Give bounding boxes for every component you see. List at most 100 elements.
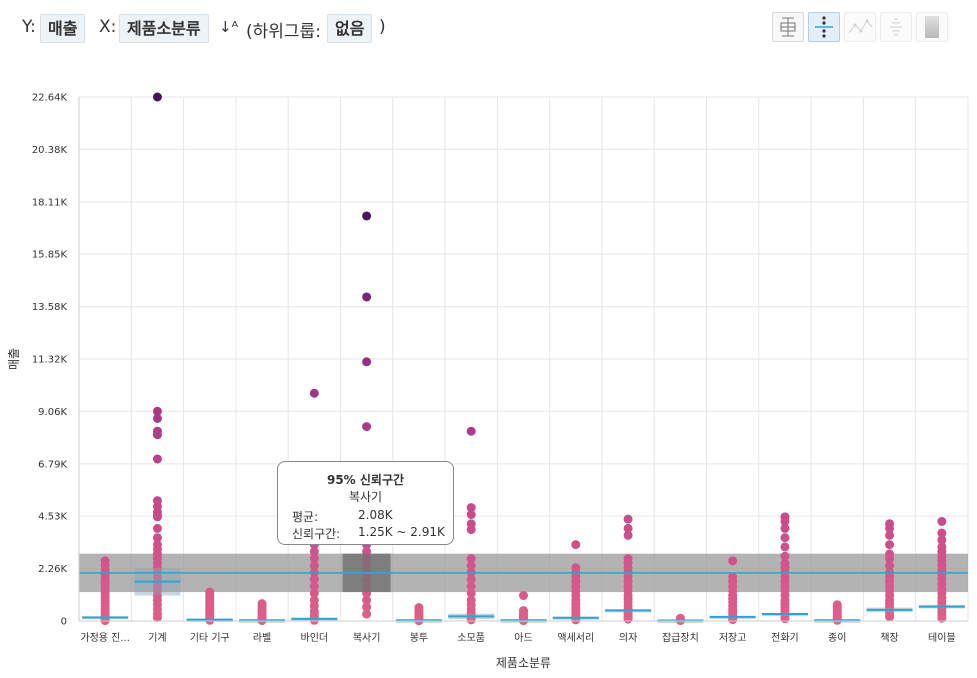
- x-tick-label: 의자: [619, 632, 637, 644]
- tooltip-ci-label: 신뢰구간:: [292, 527, 341, 541]
- data-point[interactable]: [937, 516, 947, 526]
- data-point[interactable]: [466, 503, 476, 513]
- y-tick-label: 13.58K: [32, 302, 68, 313]
- y-field-chip[interactable]: 매출: [40, 14, 86, 43]
- data-point[interactable]: [466, 581, 476, 591]
- x-tick-label: 종이: [828, 632, 846, 644]
- data-point[interactable]: [885, 530, 895, 540]
- data-point[interactable]: [309, 581, 319, 591]
- data-point[interactable]: [152, 523, 162, 533]
- group-ci-box[interactable]: [657, 620, 704, 624]
- data-point[interactable]: [780, 542, 790, 552]
- data-point[interactable]: [309, 554, 319, 564]
- subgroup-prefix: (하위그룹:: [246, 22, 321, 42]
- x-tick-label: 액세서리: [557, 632, 594, 644]
- data-point[interactable]: [937, 613, 947, 623]
- data-point[interactable]: [362, 595, 372, 605]
- x-tick-label: 기타 기구: [190, 632, 230, 644]
- data-point[interactable]: [519, 591, 528, 601]
- data-point[interactable]: [152, 533, 162, 543]
- y-tick-label: 22.64K: [32, 93, 68, 104]
- x-tick-label: 아드: [514, 632, 532, 644]
- y-tick-label: 11.32K: [32, 355, 68, 366]
- chart-header: Y: 매출 X: 제품소분류 ↓ᴬ (하위그룹: 없음 ): [0, 0, 977, 60]
- tooltip-category: 복사기: [348, 490, 383, 504]
- data-point[interactable]: [309, 560, 319, 570]
- data-point[interactable]: [152, 454, 162, 464]
- data-point[interactable]: [466, 574, 476, 584]
- gradient-button[interactable]: [916, 12, 948, 42]
- data-point[interactable]: [623, 530, 633, 540]
- data-point[interactable]: [152, 613, 162, 623]
- data-point[interactable]: [885, 540, 895, 550]
- data-point[interactable]: [466, 554, 476, 564]
- data-point[interactable]: [466, 615, 476, 625]
- data-point[interactable]: [362, 211, 372, 221]
- data-point[interactable]: [571, 615, 581, 625]
- data-point[interactable]: [728, 556, 738, 566]
- subgroup-chip[interactable]: 없음: [327, 14, 373, 43]
- data-point[interactable]: [152, 92, 162, 102]
- strip-plot-icon: [815, 16, 833, 38]
- sort-az-icon[interactable]: ↓ᴬ: [219, 18, 239, 36]
- data-point[interactable]: [466, 588, 476, 598]
- data-point[interactable]: [466, 560, 476, 570]
- data-point[interactable]: [937, 535, 947, 545]
- y-tick-label: 0: [61, 617, 67, 628]
- data-point[interactable]: [152, 430, 162, 440]
- data-point[interactable]: [623, 514, 633, 524]
- distribution-button[interactable]: [880, 12, 912, 42]
- x-tick-label: 기계: [148, 632, 166, 644]
- data-point[interactable]: [362, 357, 372, 367]
- y-tick-label: 18.11K: [32, 197, 68, 208]
- data-point[interactable]: [362, 602, 372, 612]
- y-tick-label: 15.85K: [32, 250, 68, 261]
- data-point[interactable]: [571, 540, 581, 550]
- strip-chart: 0 2.26K 4.53K 6.79K 9.06K 11.32K 13.58K 15.85K 1…: [7, 92, 969, 670]
- x-tick-label: 전화기: [771, 632, 799, 644]
- data-point[interactable]: [309, 388, 319, 398]
- x-tick-label: 저장고: [719, 632, 747, 644]
- data-point[interactable]: [466, 525, 476, 535]
- data-point[interactable]: [466, 510, 476, 520]
- data-point[interactable]: [780, 516, 790, 526]
- data-point[interactable]: [152, 413, 162, 423]
- data-point[interactable]: [885, 523, 895, 533]
- subgroup-suffix: ): [379, 17, 386, 37]
- data-point[interactable]: [309, 574, 319, 584]
- data-point[interactable]: [780, 523, 790, 533]
- x-tick-label: 봉투: [410, 632, 428, 644]
- tooltip-mean-value: 2.08K: [358, 508, 393, 522]
- data-point[interactable]: [362, 292, 372, 302]
- boxplot-button[interactable]: [772, 12, 804, 42]
- grid: [78, 96, 969, 622]
- ci-tooltip: 95% 신뢰구간 복사기 평균: 2.08K 신뢰구간: 1.25K ~ 2.9…: [277, 461, 454, 545]
- data-point[interactable]: [780, 533, 790, 543]
- data-point[interactable]: [362, 422, 372, 432]
- data-point[interactable]: [309, 547, 319, 557]
- data-point[interactable]: [937, 528, 947, 538]
- data-point[interactable]: [780, 551, 790, 561]
- x-tick-label: 소모품: [457, 632, 485, 644]
- data-point[interactable]: [362, 609, 372, 619]
- tooltip-ci-value: 1.25K ~ 2.91K: [358, 525, 445, 539]
- x-tick-label: 라벨: [253, 632, 271, 644]
- x-tick-label: 테이블: [928, 632, 956, 644]
- line-plot-button[interactable]: [844, 12, 876, 42]
- data-point[interactable]: [885, 554, 895, 564]
- data-point[interactable]: [152, 406, 162, 416]
- data-point[interactable]: [623, 523, 633, 533]
- data-point[interactable]: [309, 588, 319, 598]
- strip-plot-button[interactable]: [808, 12, 840, 42]
- x-tick-label: 가정용 진...: [80, 632, 130, 644]
- y-axis-title: 매출: [7, 348, 21, 370]
- data-point[interactable]: [885, 612, 895, 622]
- data-point[interactable]: [885, 560, 895, 570]
- x-axis-prefix: X:: [99, 17, 117, 37]
- data-point[interactable]: [623, 614, 633, 624]
- data-point[interactable]: [152, 512, 162, 522]
- x-field-chip[interactable]: 제품소분류: [119, 14, 209, 43]
- data-point[interactable]: [466, 426, 476, 436]
- distribution-icon: [890, 18, 902, 36]
- line-plot-icon: [848, 19, 873, 34]
